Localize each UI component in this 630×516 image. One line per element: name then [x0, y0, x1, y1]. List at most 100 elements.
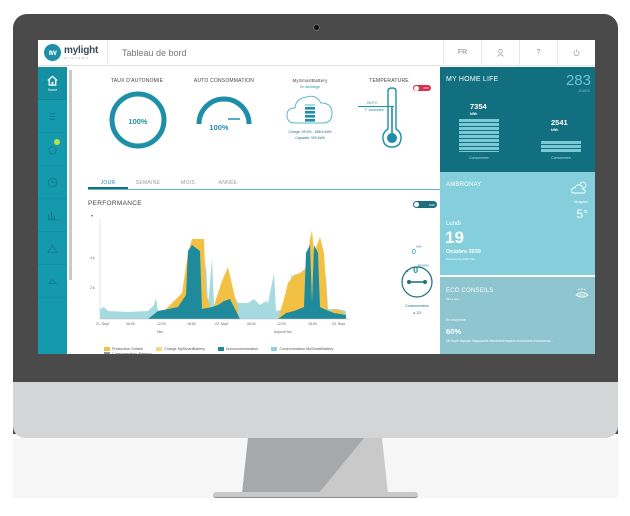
eco-tips-card[interactable]: ECO CONSEILS Mis à jour En moyenne 60% U… [440, 277, 595, 354]
battery-cloud-icon [286, 95, 333, 124]
logout-button[interactable] [557, 40, 595, 66]
brand-name: mylight [64, 44, 99, 56]
side-hours: 0 [413, 265, 419, 275]
monitor-stand [242, 438, 388, 494]
main-content: TAUX D'AUTONOMIE 100% AUTO CONSOMMATION … [74, 67, 440, 354]
list-icon [49, 112, 56, 120]
tab-day[interactable]: JOUR [88, 180, 128, 189]
side-label: Consommation [405, 304, 429, 308]
bar1-label: Consommée [469, 156, 489, 160]
period-tabs: JOUR SEMAINE MOIS ANNÉE [88, 180, 440, 190]
sidebar-item-weather[interactable] [38, 265, 67, 298]
weather-temp: 5° [576, 207, 588, 221]
self-consumption-label: AUTO CONSOMMATION [193, 78, 255, 84]
weather-location: AMBRONAY [446, 182, 482, 188]
home-life-days: 283 [565, 72, 591, 89]
notification-badge [54, 139, 60, 145]
autonomy-label: TAUX D'AUTONOMIE [110, 78, 164, 84]
legend-grid-consumption[interactable]: Consommation Réseau [104, 352, 152, 354]
eco-saving-value: 60% [446, 327, 462, 336]
x-tick: 12:00 [157, 322, 166, 326]
x-tick: 12:00 [277, 322, 286, 326]
temperature-label: TEMPERATURE [369, 78, 409, 84]
notification-icon [48, 145, 57, 155]
thermometer-icon [382, 87, 402, 148]
mylight-logo-icon: ıw [44, 44, 61, 61]
home-icon [47, 75, 58, 86]
eco-sub: Mis à jour [446, 297, 460, 301]
y-tick-2k: 2 k [90, 286, 95, 290]
self-consumption-gauge [196, 96, 252, 125]
plug-icon [401, 266, 433, 298]
x-tick: 22. Sept [215, 322, 229, 326]
x-axis-label-yesterday: Hier [157, 330, 164, 334]
x-tick: 06:00 [126, 322, 135, 326]
clock-icon [47, 177, 58, 187]
user-button[interactable] [481, 40, 519, 66]
temperature-marker [358, 106, 394, 107]
x-tick: 06:00 [247, 322, 256, 326]
weather-condition: Nuageux [573, 200, 588, 204]
sidebar-item-notifications[interactable] [38, 133, 67, 166]
home-life-days-label: JOURS [578, 89, 590, 93]
weather-powered-by: Powered by Dark Sky [446, 257, 475, 261]
scrollbar[interactable] [69, 70, 72, 280]
bar1-unit: kWh [470, 112, 478, 116]
chart-legend: Production Solaire Charge MySmartBattery… [104, 347, 345, 354]
self-consumption-value: 100% [209, 123, 229, 132]
brand-logo[interactable]: ıw mylight SYSTEMS [38, 40, 108, 66]
weather-card[interactable]: AMBRONAY Nuageux 5° Lundi 19 Octobre 202… [440, 172, 595, 275]
legend-battery-charge[interactable]: Charge MySmartBattery [156, 347, 205, 351]
weather-day-name: Lundi [446, 221, 461, 227]
tab-year[interactable]: ANNÉE [218, 180, 238, 186]
eco-saving-label: En moyenne [446, 318, 466, 322]
help-button[interactable]: ? [519, 40, 557, 66]
sidebar-item-home[interactable]: Home [38, 67, 67, 100]
x-tick: 18:00 [308, 322, 317, 326]
temperature-toggle[interactable]: OFF [413, 85, 431, 91]
sidebar-item-history[interactable] [38, 166, 67, 199]
tab-month[interactable]: MOIS [181, 180, 195, 186]
sidebar-item-statistics[interactable] [38, 199, 67, 232]
side-hours-unit: heures [418, 263, 429, 268]
user-icon [497, 48, 504, 57]
legend-autoconsumption[interactable]: Autoconsommation [217, 347, 258, 351]
side-stat: 0kWh = 0heures [405, 244, 429, 275]
battery-status: En décharge [300, 85, 320, 89]
performance-title: PERFORMANCE [88, 200, 142, 207]
bar1-chart [459, 119, 499, 152]
app-screen: ıw mylight SYSTEMS Tableau de bord FR ? [38, 40, 595, 354]
chart-icon [47, 211, 58, 220]
legend-battery-consumption[interactable]: Consommation MySmartBattery [271, 347, 333, 351]
x-tick: 18:00 [187, 322, 196, 326]
sidebar-item-devices[interactable] [38, 232, 67, 265]
tab-week[interactable]: SEMAINE [135, 180, 161, 186]
y-tick-4k: 4 k [90, 256, 95, 260]
battery-charge: Charge: 99.5% - 658.6 kWh [288, 130, 332, 134]
weather-month-year: Octobre 2020 [446, 249, 481, 255]
battery-capacity: Capacité: 900 kWh [295, 136, 325, 140]
bar2-label: Consommée [551, 156, 571, 160]
monitor-stand-base [213, 492, 418, 498]
weather-day: 19 [445, 228, 464, 247]
bar2-chart [541, 141, 581, 152]
side-pager[interactable]: ● 1/3 [413, 311, 421, 315]
language-button[interactable]: FR [443, 40, 481, 66]
bar2-value: 2541 [551, 118, 568, 127]
sidebar-item-list[interactable] [38, 100, 67, 133]
eco-text: Un foyer équipé d'appareils électroménag… [446, 339, 554, 343]
side-value: 0 [412, 249, 416, 256]
right-panels: MY HOME LIFE 283 JOURS 7354 kWh Consommé… [440, 67, 595, 354]
temperature-value: 26.9°C [366, 101, 378, 105]
home-life-card[interactable]: MY HOME LIFE 283 JOURS 7354 kWh Consommé… [440, 67, 595, 172]
performance-chart: ▾ 4 k 2 k [90, 213, 350, 320]
autonomy-value: 100% [128, 117, 148, 126]
x-axis-label-today: Aujourd'hui [274, 330, 292, 334]
performance-unit-toggle[interactable]: kWh [413, 201, 437, 208]
cloud-icon [47, 278, 58, 284]
svg-text:▾: ▾ [91, 213, 93, 218]
x-tick: 23. Sept [332, 322, 346, 326]
legend-solar[interactable]: Production Solaire [104, 347, 143, 351]
cloud-sun-icon [571, 181, 587, 194]
